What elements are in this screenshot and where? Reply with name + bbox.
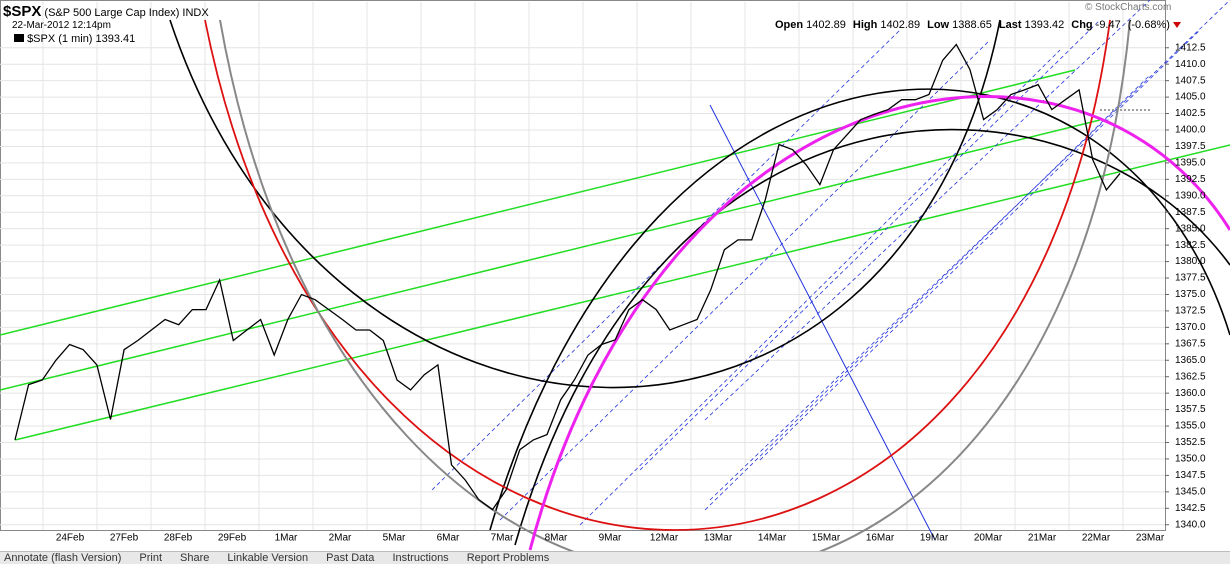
header: $SPX (S&P 500 Large Cap Index) INDX [3,3,209,20]
y-tick-label: 1400.0 [1175,125,1206,136]
y-tick-label: 1375.0 [1175,289,1206,300]
y-tick-label: 1377.5 [1175,273,1206,284]
y-tick-label: 1407.5 [1175,75,1206,86]
y-tick-label: 1367.5 [1175,338,1206,349]
y-tick-label: 1360.0 [1175,388,1206,399]
y-tick-label: 1397.5 [1175,141,1206,152]
cycle-line [709,104,936,541]
y-tick-label: 1357.5 [1175,404,1206,415]
trend-line [14,144,1230,441]
x-tick-label: 27Feb [110,533,139,544]
y-tick-label: 1352.5 [1175,437,1206,448]
quote-value: 1402.89 [806,19,846,31]
quote: Open 1402.89 High 1402.89 Low 1388.65 Last 1393… [775,19,1181,31]
quote-label: Open [775,19,804,31]
quote-value: 1388.65 [952,19,992,31]
x-tick-label: 8Mar [545,533,568,544]
x-tick-label: 9Mar [599,533,622,544]
toolbar-item: Share [180,552,210,564]
y-tick-label: 1405.0 [1175,92,1206,103]
toolbar-item: Annotate (flash Version) [4,552,122,564]
y-tick-label: 1355.0 [1175,421,1206,432]
legend-label: $SPX (1 min) 1393.41 [27,33,136,45]
x-tick-label: 13Mar [704,533,733,544]
arc [489,88,1230,531]
x-tick-label: 24Feb [56,533,85,544]
y-tick-label: 1372.5 [1175,306,1206,317]
dashed-channel [431,0,1230,526]
arc [169,19,1001,389]
y-tick-label: 1347.5 [1175,470,1206,481]
quote-label: Low [927,19,950,31]
legend-swatch [14,34,24,42]
arc [204,19,1111,531]
symbol: $SPX [3,3,42,20]
x-tick-label: 2Mar [329,533,352,544]
y-tick-label: 1382.5 [1175,240,1206,251]
toolbar-item: Linkable Version [227,552,309,564]
quote-value: 1402.89 [880,19,921,31]
y-tick-label: 1370.0 [1175,322,1206,333]
toolbar-item: Past Data [326,552,375,564]
y-tick-label: 1390.0 [1175,190,1206,201]
legend: $SPX (1 min) 1393.41 [14,33,135,45]
quote-label: Chg [1071,19,1093,31]
x-tick-label: 29Feb [218,533,247,544]
quote-label: Last [998,19,1022,31]
x-tick-label: 16Mar [866,533,895,544]
y-tick-label: 1350.0 [1175,454,1206,465]
y-tick-label: 1410.0 [1175,59,1206,70]
y-tick-label: 1402.5 [1175,108,1206,119]
x-tick-label: 6Mar [437,533,460,544]
x-tick-label: 14Mar [758,533,787,544]
arc [219,19,1131,551]
x-tick-label: 7Mar [491,533,514,544]
trend-line [0,119,1101,391]
y-tick-label: 1362.5 [1175,371,1206,382]
chg-arrow [1172,22,1181,28]
x-tick-label: 12Mar [650,533,679,544]
quote-value: -9.47 [1095,19,1121,31]
x-tick-label: 28Feb [164,533,193,544]
annotations [0,0,1230,551]
price-line [14,43,1121,511]
arc [514,128,1230,546]
toolbar-item: Print [139,552,163,564]
x-tick-label: 23Mar [1136,533,1165,544]
y-tick-label: 1365.0 [1175,355,1206,366]
quote-label: High [852,19,878,31]
x-tick-label: 21Mar [1028,533,1057,544]
y-tick-label: 1395.0 [1175,158,1206,169]
y-tick-label: 1380.0 [1175,256,1206,267]
y-tick-label: 1412.5 [1175,42,1206,53]
source: © StockCharts.com [1085,2,1172,13]
x-tick-label: 19Mar [920,533,949,544]
y-tick-label: 1345.0 [1175,486,1206,497]
y-tick-label: 1387.5 [1175,207,1206,218]
x-tick-label: 5Mar [383,533,406,544]
y-tick-label: 1385.0 [1175,223,1206,234]
date: 22-Mar-2012 12:14pm [12,20,111,31]
y-tick-label: 1342.5 [1175,503,1206,514]
toolbar-item: Instructions [392,552,449,564]
chart: 1340.0 1342.5 1345.0 1347.5 1350.0 1352.5 1355… [0,0,1230,551]
arc [528,95,1230,551]
quote-value: 1393.42 [1024,19,1065,31]
trend-line [0,69,1076,336]
y-tick-label: 1340.0 [1175,519,1206,530]
x-tick-label: 15Mar [812,533,841,544]
toolbar: Annotate (flash Version) Print Share Linkab… [0,551,1230,564]
y-tick-label: 1392.5 [1175,174,1206,185]
quote-note: (-0.68%) [1127,19,1170,31]
x-tick-label: 20Mar [974,533,1003,544]
x-tick-label: 22Mar [1082,533,1111,544]
x-tick-label: 1Mar [275,533,298,544]
subtitle: (S&P 500 Large Cap Index) INDX [44,7,209,19]
toolbar-item: Report Problems [466,552,550,564]
